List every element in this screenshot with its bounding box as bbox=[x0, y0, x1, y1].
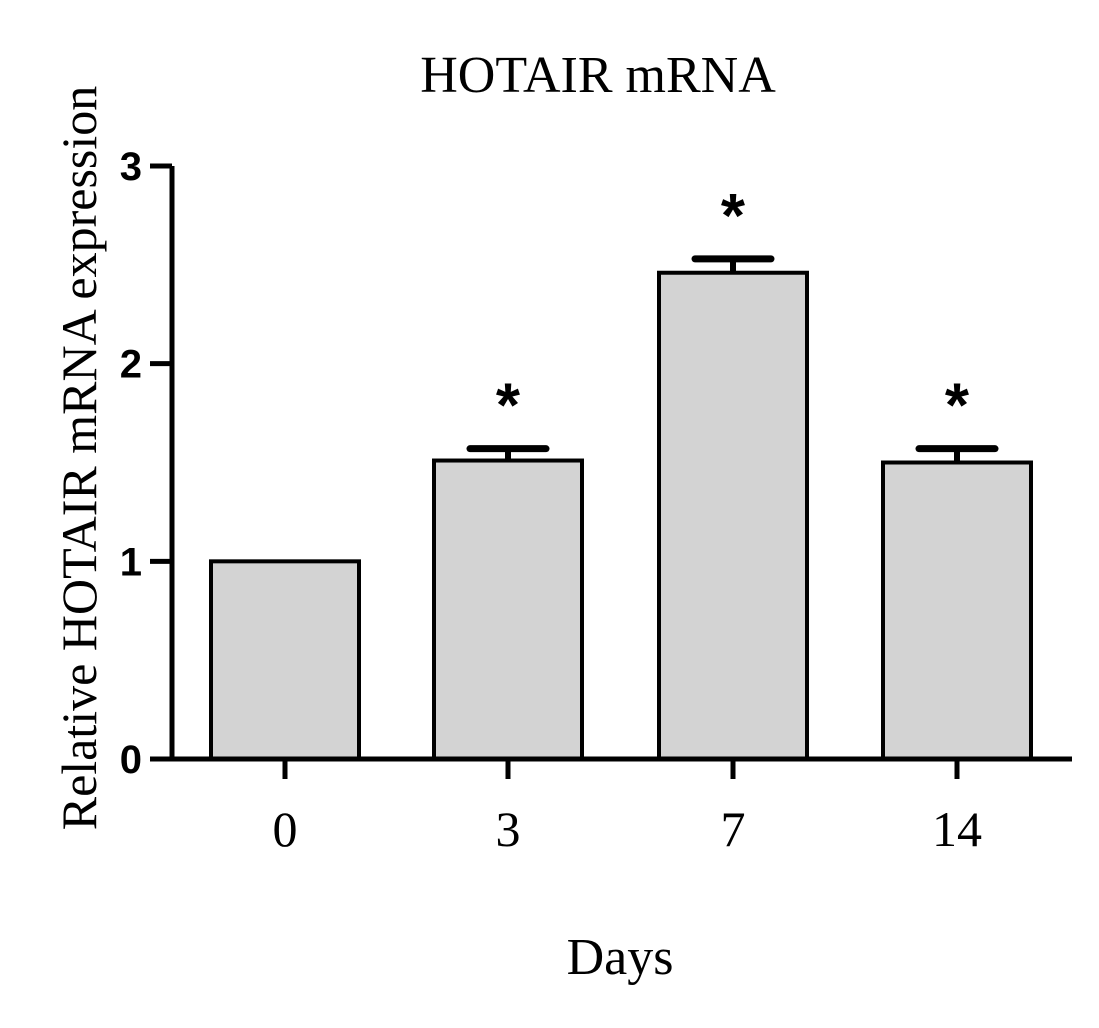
chart-title: HOTAIR mRNA bbox=[420, 47, 776, 104]
bar-3 bbox=[432, 458, 584, 761]
y-axis-label: Relative HOTAIR mRNA expression bbox=[51, 86, 107, 831]
x-tick-label-3: 3 bbox=[496, 801, 521, 857]
significance-marker-7: * bbox=[721, 182, 746, 251]
bar-7 bbox=[657, 270, 809, 761]
y-tick-label-2: 2 bbox=[120, 343, 142, 387]
y-tick-label-0: 0 bbox=[120, 738, 142, 782]
significance-marker-14: * bbox=[945, 372, 970, 441]
x-tick-label-0: 0 bbox=[273, 801, 298, 857]
bar-0 bbox=[209, 559, 361, 761]
plot-area: * * * 0 1 2 3 0 3 7 14 bbox=[120, 145, 1072, 857]
x-axis-label: Days bbox=[567, 929, 674, 986]
significance-marker-3: * bbox=[496, 372, 521, 441]
bar-14 bbox=[881, 460, 1033, 761]
y-tick-label-3: 3 bbox=[120, 145, 142, 189]
y-tick-label-1: 1 bbox=[120, 540, 142, 584]
x-tick-label-7: 7 bbox=[721, 801, 746, 857]
x-tick-label-14: 14 bbox=[932, 801, 982, 857]
